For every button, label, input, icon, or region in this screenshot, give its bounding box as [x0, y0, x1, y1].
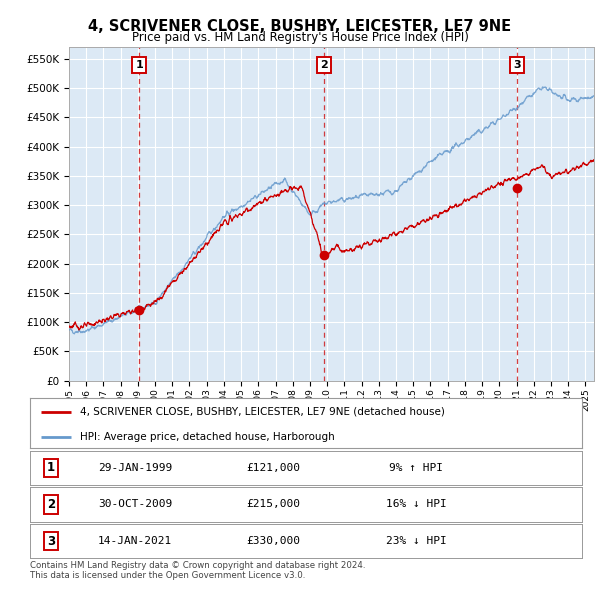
Text: £215,000: £215,000: [246, 500, 300, 509]
Text: 9% ↑ HPI: 9% ↑ HPI: [389, 463, 443, 473]
Text: £330,000: £330,000: [246, 536, 300, 546]
Text: 14-JAN-2021: 14-JAN-2021: [98, 536, 172, 546]
Text: 23% ↓ HPI: 23% ↓ HPI: [386, 536, 447, 546]
Text: 2: 2: [47, 498, 55, 511]
Text: 29-JAN-1999: 29-JAN-1999: [98, 463, 172, 473]
Text: 3: 3: [514, 60, 521, 70]
Text: 1: 1: [136, 60, 143, 70]
Text: 30-OCT-2009: 30-OCT-2009: [98, 500, 172, 509]
Text: Contains HM Land Registry data © Crown copyright and database right 2024.
This d: Contains HM Land Registry data © Crown c…: [30, 561, 365, 581]
Text: 2: 2: [320, 60, 328, 70]
Text: £121,000: £121,000: [246, 463, 300, 473]
Text: 4, SCRIVENER CLOSE, BUSHBY, LEICESTER, LE7 9NE: 4, SCRIVENER CLOSE, BUSHBY, LEICESTER, L…: [88, 19, 512, 34]
Text: HPI: Average price, detached house, Harborough: HPI: Average price, detached house, Harb…: [80, 432, 334, 442]
Text: 16% ↓ HPI: 16% ↓ HPI: [386, 500, 447, 509]
Text: 3: 3: [47, 535, 55, 548]
Text: Price paid vs. HM Land Registry's House Price Index (HPI): Price paid vs. HM Land Registry's House …: [131, 31, 469, 44]
Text: 1: 1: [47, 461, 55, 474]
Text: 4, SCRIVENER CLOSE, BUSHBY, LEICESTER, LE7 9NE (detached house): 4, SCRIVENER CLOSE, BUSHBY, LEICESTER, L…: [80, 407, 445, 417]
